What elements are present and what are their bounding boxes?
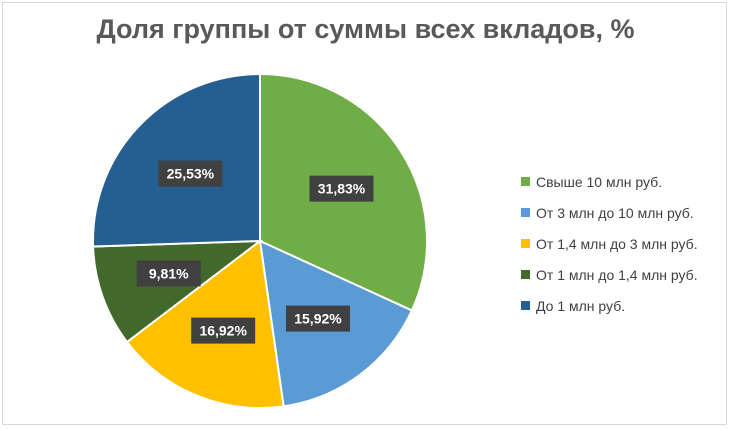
data-label-2: 15,92% bbox=[294, 311, 342, 327]
legend-swatch bbox=[521, 208, 530, 217]
legend-item-5: До 1 млн руб. bbox=[521, 290, 698, 321]
legend-label: От 1 млн до 1,4 млн руб. bbox=[536, 266, 698, 283]
legend-swatch bbox=[521, 239, 530, 248]
pie-slice-5 bbox=[92, 72, 261, 248]
legend-item-4: От 1 млн до 1,4 млн руб. bbox=[521, 259, 698, 290]
chart-title: Доля группы от суммы всех вкладов, % bbox=[96, 14, 635, 44]
data-label-1: 31,83% bbox=[318, 181, 366, 197]
legend-swatch bbox=[521, 270, 530, 279]
pie-slice-4 bbox=[92, 239, 264, 344]
data-label-5: 25,53% bbox=[167, 166, 215, 182]
legend-label: Свыше 10 млн руб. bbox=[536, 173, 663, 190]
legend-label: От 3 млн до 10 млн руб. bbox=[536, 204, 694, 221]
chart-legend: Свыше 10 млн руб. От 3 млн до 10 млн руб.… bbox=[521, 166, 698, 321]
legend-item-3: От 1,4 млн до 3 млн руб. bbox=[521, 228, 698, 259]
data-label-box-4 bbox=[136, 260, 201, 287]
legend-item-1: Свыше 10 млн руб. bbox=[521, 166, 698, 197]
legend-item-2: От 3 млн до 10 млн руб. bbox=[521, 197, 698, 228]
data-label-4: 9,81% bbox=[149, 265, 189, 281]
data-label-box-2 bbox=[285, 305, 350, 332]
legend-label: От 1,4 млн до 3 млн руб. bbox=[536, 235, 698, 252]
legend-swatch bbox=[521, 177, 530, 186]
data-label-3: 16,92% bbox=[199, 323, 247, 339]
data-label-box-5 bbox=[158, 160, 223, 187]
legend-label: До 1 млн руб. bbox=[536, 297, 626, 314]
legend-swatch bbox=[521, 301, 530, 310]
data-label-box-1 bbox=[309, 175, 374, 202]
data-label-box-3 bbox=[191, 317, 256, 344]
